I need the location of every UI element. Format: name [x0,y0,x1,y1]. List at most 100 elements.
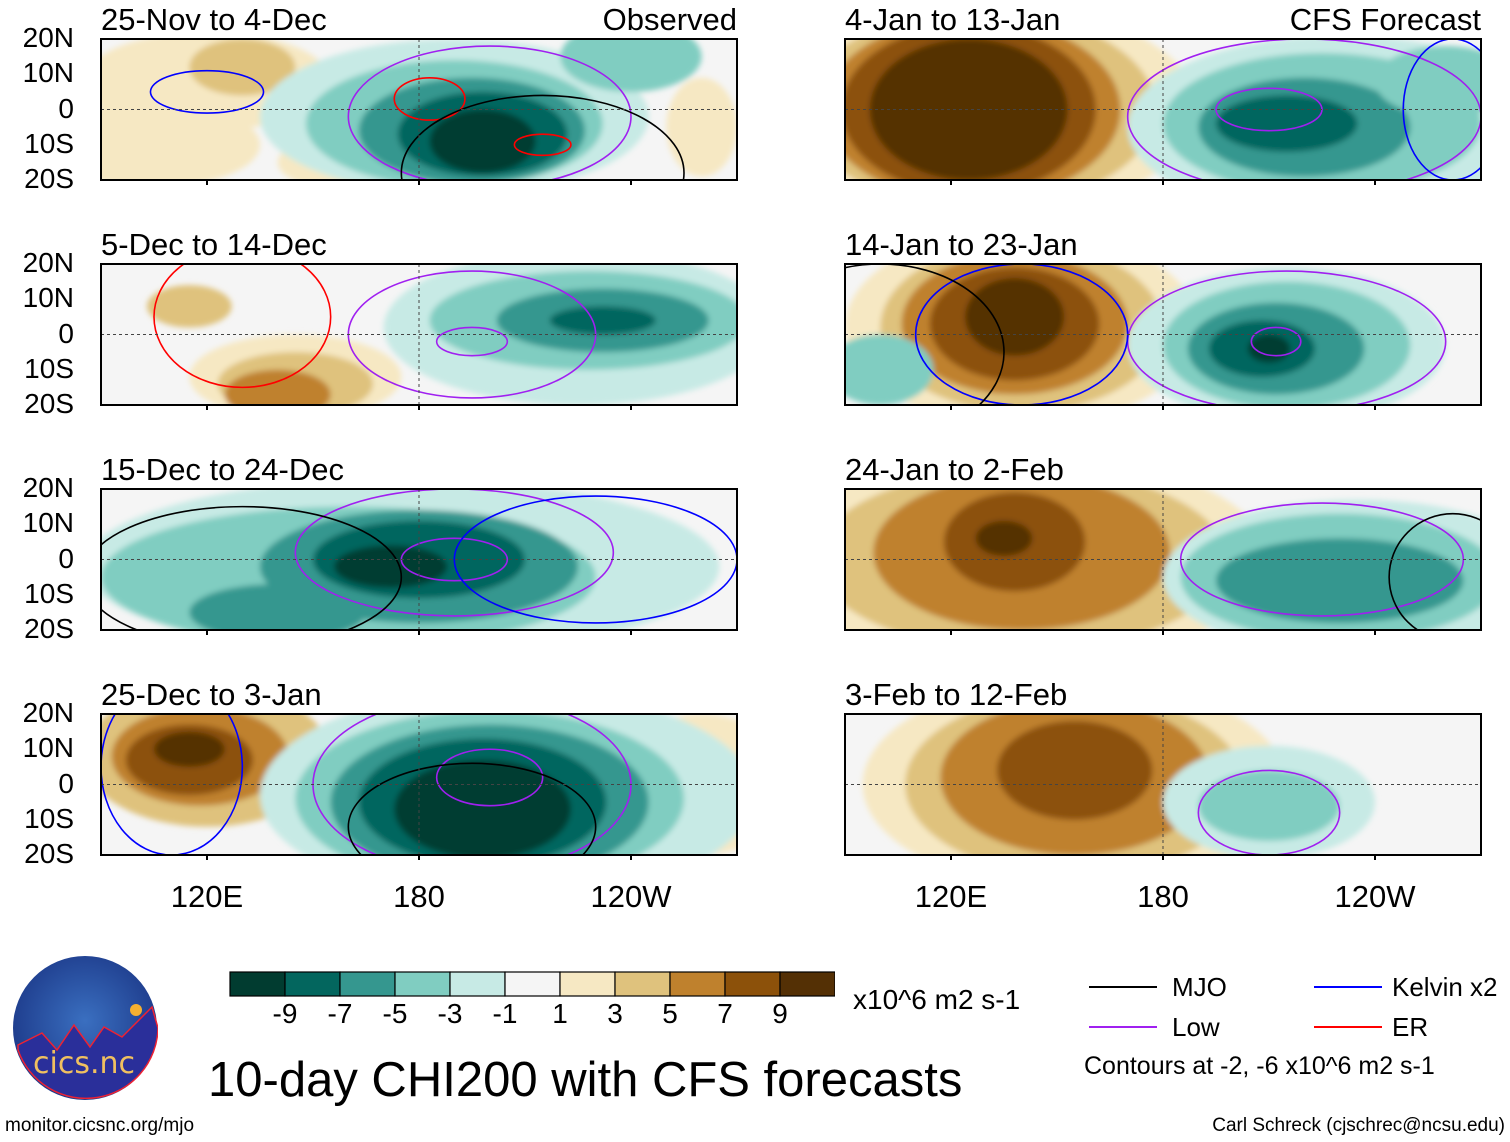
wave-contour-line [153,264,332,389]
panel-title: 25-Nov to 4-Dec [101,2,327,37]
map-panel [100,488,738,635]
wave-contour-line [347,45,632,180]
wave-contour-line [1250,326,1302,357]
lon-tick-label: 180 [1137,879,1189,914]
wave-contour-line [149,69,265,114]
panel-title: 5-Dec to 14-Dec [101,227,327,262]
chi200-contour-fill [189,584,366,630]
panel-title: 15-Dec to 24-Dec [101,452,344,487]
lat-tick-label: 10S [24,802,74,834]
lon-tick-label: 120E [170,879,244,914]
colorbar-swatch [394,971,451,997]
legend-line-mjo [1089,986,1157,988]
colorbar-swatch [339,971,396,997]
chi200-contour-fill [975,520,1033,556]
colorbar-swatch [779,971,835,997]
panel-title: 4-Jan to 13-Jan [845,2,1061,37]
chi200-contour-fill [549,306,656,335]
chi200-contour-fill [146,285,232,328]
lat-tick-label: 10S [24,577,74,609]
panel-title: 3-Feb to 12-Feb [845,677,1068,712]
colorbar-tick-label: 5 [662,998,678,1029]
colorbar-tick-label: 7 [717,998,733,1029]
colorbar-tick-label: -1 [492,998,518,1029]
lat-tick-label: 10N [22,282,74,314]
panel-source-label: Observed [602,2,737,37]
legend-line-kelvin [1314,986,1382,988]
colorbar-tick-label: 1 [552,998,568,1029]
chi200-contour-fill [560,39,702,92]
legend-label-er: ER [1392,1012,1429,1042]
chi200-contour-fill [154,731,225,767]
colorbar-swatch [614,971,671,997]
lat-tick-label: 20S [24,613,74,644]
map-panel [844,488,1482,635]
footer-url[interactable]: monitor.cicsnc.org/mjo [5,1115,195,1136]
legend-label-low: Low [1172,1012,1220,1042]
colorbar-swatch [229,971,286,997]
map-panel [100,263,738,410]
panel-title: 24-Jan to 2-Feb [845,452,1064,487]
wave-contour-line [400,94,685,180]
colorbar-tick-label: 3 [607,998,623,1029]
chi200-contour-fill [429,109,536,173]
colorbar-tick-label: -9 [272,998,298,1029]
colorbar-swatch [559,971,616,997]
lat-tick-label: 20N [22,247,74,278]
wave-contour-line [435,326,509,357]
colorbar-tick-label: -5 [382,998,408,1029]
lat-tick-label: 10S [24,127,74,159]
legend-note: Contours at -2, -6 x10^6 m2 s-1 [1084,1052,1435,1080]
chi200-contour-fill [1375,46,1481,117]
lon-tick-label: 120W [1334,879,1416,914]
lat-tick-label: 10S [24,352,74,384]
legend-label-mjo: MJO [1172,972,1227,1002]
wave-contour-line [294,489,615,617]
chi200-contour-fill [845,334,934,405]
chi200-contour-fill [666,77,737,177]
lat-tick-label: 20S [24,388,74,419]
colorbar-swatch [449,971,506,997]
lat-tick-label: 10N [22,57,74,89]
colorbar-swatch [724,971,781,997]
chi200-contour-fill [869,39,1068,180]
lon-tick-label: 120E [914,879,988,914]
lat-tick-label: 0 [58,92,74,124]
cics-logo: cics.nc [13,956,158,1100]
colorbar-units: x10^6 m2 s-1 [853,984,1021,1015]
figure-title: 10-day CHI200 with CFS forecasts [208,1053,963,1107]
legend-label-kelvin: Kelvin x2 [1392,972,1498,1002]
panel-title: 14-Jan to 23-Jan [845,227,1078,262]
legend-line-er [1314,1026,1382,1028]
wave-contour-line [1126,39,1481,180]
wave-contour-line [435,748,544,807]
wave-contour-line [1388,512,1481,630]
lat-tick-label: 20N [22,697,74,728]
map-panel [100,38,738,185]
wave-contour-line [845,264,1005,405]
lat-tick-label: 0 [58,542,74,574]
colorbar [229,971,835,997]
lat-tick-label: 20S [24,838,74,869]
colorbar-tick-label: -3 [437,998,463,1029]
colorbar-swatch [669,971,726,997]
chi200-contour-fill [101,102,260,180]
chi200-contour-fill [224,369,331,405]
chi200-contour-fill [965,278,1065,356]
map-panel [844,263,1482,410]
lat-tick-label: 0 [58,317,74,349]
chi200-contour-fill [1216,95,1358,152]
chi200-contour-fill [996,721,1153,820]
lat-tick-label: 20N [22,22,74,53]
lon-tick-label: 120W [590,879,672,914]
colorbar-swatch [284,971,341,997]
panel-source-label: CFS Forecast [1289,2,1481,37]
chi200-contour-fill [1198,770,1340,841]
lon-tick-label: 180 [393,879,445,914]
footer-credit: Carl Schreck (cjschrec@ncsu.edu) [1212,1115,1505,1136]
wave-contour-line [393,76,466,121]
wave-contour-line [1197,769,1341,855]
panel-title: 25-Dec to 3-Jan [101,677,322,712]
